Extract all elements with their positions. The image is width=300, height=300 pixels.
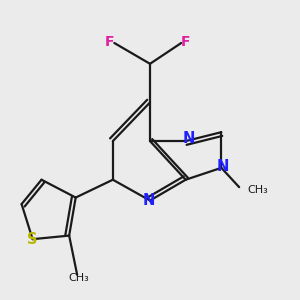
Text: F: F: [181, 34, 190, 49]
Text: CH₃: CH₃: [248, 184, 268, 194]
Text: F: F: [105, 34, 115, 49]
Text: CH₃: CH₃: [68, 273, 89, 283]
Text: S: S: [27, 232, 38, 247]
Text: N: N: [217, 159, 229, 174]
Text: N: N: [142, 193, 155, 208]
Text: N: N: [182, 130, 195, 146]
